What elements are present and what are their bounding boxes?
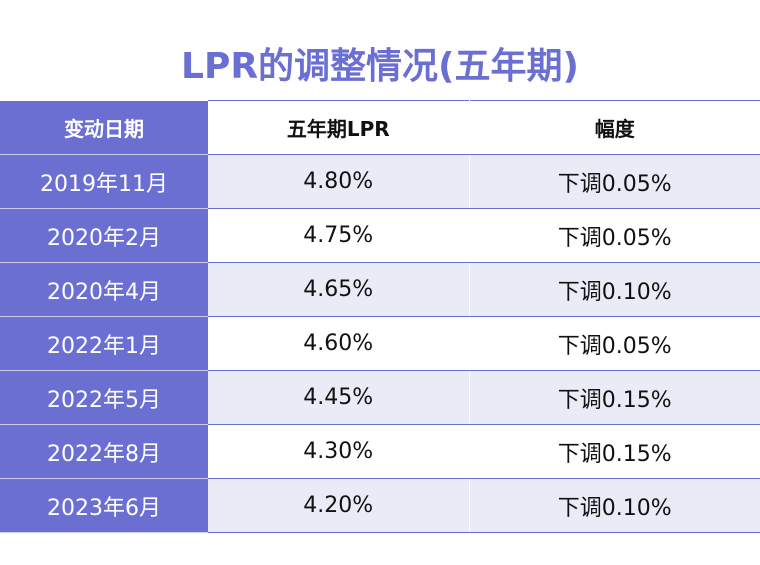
header-change: 幅度 <box>469 100 760 155</box>
lpr-table: 变动日期 五年期LPR 幅度 2019年11月 4.80% 下调0.05% 20… <box>0 100 760 533</box>
table-row: 2020年2月 4.75% 下调0.05% <box>0 208 760 263</box>
cell-rate: 4.60% <box>208 316 470 371</box>
table-row: 2022年8月 4.30% 下调0.15% <box>0 424 760 479</box>
cell-rate: 4.30% <box>208 424 470 479</box>
cell-rate: 4.75% <box>208 208 470 263</box>
header-rate: 五年期LPR <box>208 100 470 155</box>
cell-date: 2022年1月 <box>0 316 208 371</box>
cell-date: 2019年11月 <box>0 154 208 209</box>
cell-date: 2020年2月 <box>0 208 208 263</box>
cell-change: 下调0.10% <box>469 478 760 533</box>
table-row: 2022年5月 4.45% 下调0.15% <box>0 370 760 425</box>
cell-change: 下调0.05% <box>469 316 760 371</box>
table-row: 2022年1月 4.60% 下调0.05% <box>0 316 760 371</box>
cell-date: 2023年6月 <box>0 478 208 533</box>
cell-change: 下调0.15% <box>469 424 760 479</box>
table-row: 2020年4月 4.65% 下调0.10% <box>0 262 760 317</box>
table-header-row: 变动日期 五年期LPR 幅度 <box>0 100 760 155</box>
cell-rate: 4.20% <box>208 478 470 533</box>
cell-change: 下调0.05% <box>469 154 760 209</box>
cell-change: 下调0.10% <box>469 262 760 317</box>
cell-date: 2020年4月 <box>0 262 208 317</box>
cell-rate: 4.45% <box>208 370 470 425</box>
cell-date: 2022年8月 <box>0 424 208 479</box>
page-title: LPR的调整情况(五年期) <box>181 46 579 87</box>
cell-change: 下调0.05% <box>469 208 760 263</box>
cell-change: 下调0.15% <box>469 370 760 425</box>
header-date: 变动日期 <box>0 100 208 155</box>
table-row: 2023年6月 4.20% 下调0.10% <box>0 478 760 533</box>
cell-rate: 4.80% <box>208 154 470 209</box>
table-row: 2019年11月 4.80% 下调0.05% <box>0 154 760 209</box>
cell-date: 2022年5月 <box>0 370 208 425</box>
cell-rate: 4.65% <box>208 262 470 317</box>
